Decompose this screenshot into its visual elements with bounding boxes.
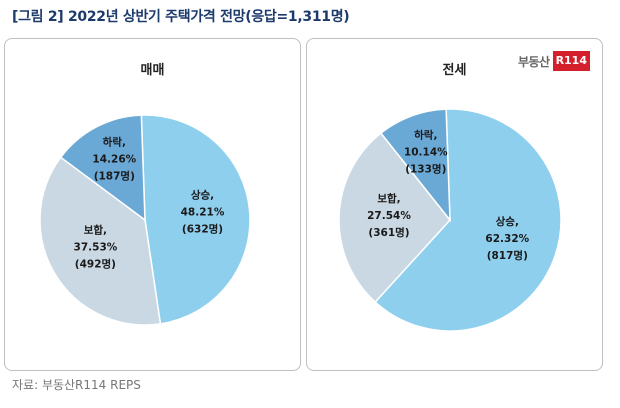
slice-hold-count: (492명) xyxy=(75,258,116,271)
logo-text: 부동산 xyxy=(517,54,550,69)
pie-panel-sale: 매매 상승, 48.21% (632명) 보합, 37.53% (492명) 하락, 14.2… xyxy=(4,38,301,371)
logo-box: R114 xyxy=(552,51,590,71)
pie-title-jeonse: 전세 xyxy=(442,63,467,78)
slice-down-percent: 10.14% xyxy=(404,146,448,158)
slice-up-label: 상승, xyxy=(496,215,519,228)
pie-chart-jeonse: 상승, 62.32% (817명) 보합, 27.54% (361명) 하락, 10.14% (… xyxy=(338,108,562,332)
slice-down-percent: 14.26% xyxy=(92,153,136,165)
slice-hold-label: 보합, xyxy=(84,224,107,237)
slice-up-count: (817명) xyxy=(487,249,528,262)
slice-hold-count: (361명) xyxy=(368,226,409,239)
pie-slice-down xyxy=(59,114,146,222)
pie-slice-hold xyxy=(338,132,451,304)
slice-down-label: 하락, xyxy=(414,128,437,141)
slice-up-label: 상승, xyxy=(191,189,214,202)
pie-slice-up xyxy=(374,108,562,332)
pie-panel-jeonse: 전세 부동산 R114 상승, 62.32% (817명) 보합, 27.54% (361… xyxy=(306,38,603,371)
slice-hold-percent: 27.54% xyxy=(367,210,411,222)
figure-title: [그림 2] 2022년 상반기 주택가격 전망(응답=1,311명) xyxy=(12,9,350,25)
pie-chart-sale: 상승, 48.21% (632명) 보합, 37.53% (492명) 하락, 14.26% (… xyxy=(39,114,251,326)
pie-slice-up xyxy=(140,114,251,325)
slice-up-count: (632명) xyxy=(182,223,223,236)
pie-slice-down xyxy=(379,108,451,223)
slice-hold-label: 보합, xyxy=(377,192,400,205)
brand-logo: 부동산 R114 xyxy=(518,51,590,71)
source-note: 자료: 부동산R114 REPS xyxy=(12,378,141,392)
pie-title-sale: 매매 xyxy=(140,63,165,78)
slice-down-count: (187명) xyxy=(94,169,135,182)
slice-down-label: 하락, xyxy=(103,135,126,148)
slice-down-count: (133명) xyxy=(405,162,446,175)
slice-up-percent: 48.21% xyxy=(181,207,225,219)
slice-up-percent: 62.32% xyxy=(485,233,529,245)
pie-slice-hold xyxy=(39,156,162,326)
slice-hold-percent: 37.53% xyxy=(74,242,118,254)
